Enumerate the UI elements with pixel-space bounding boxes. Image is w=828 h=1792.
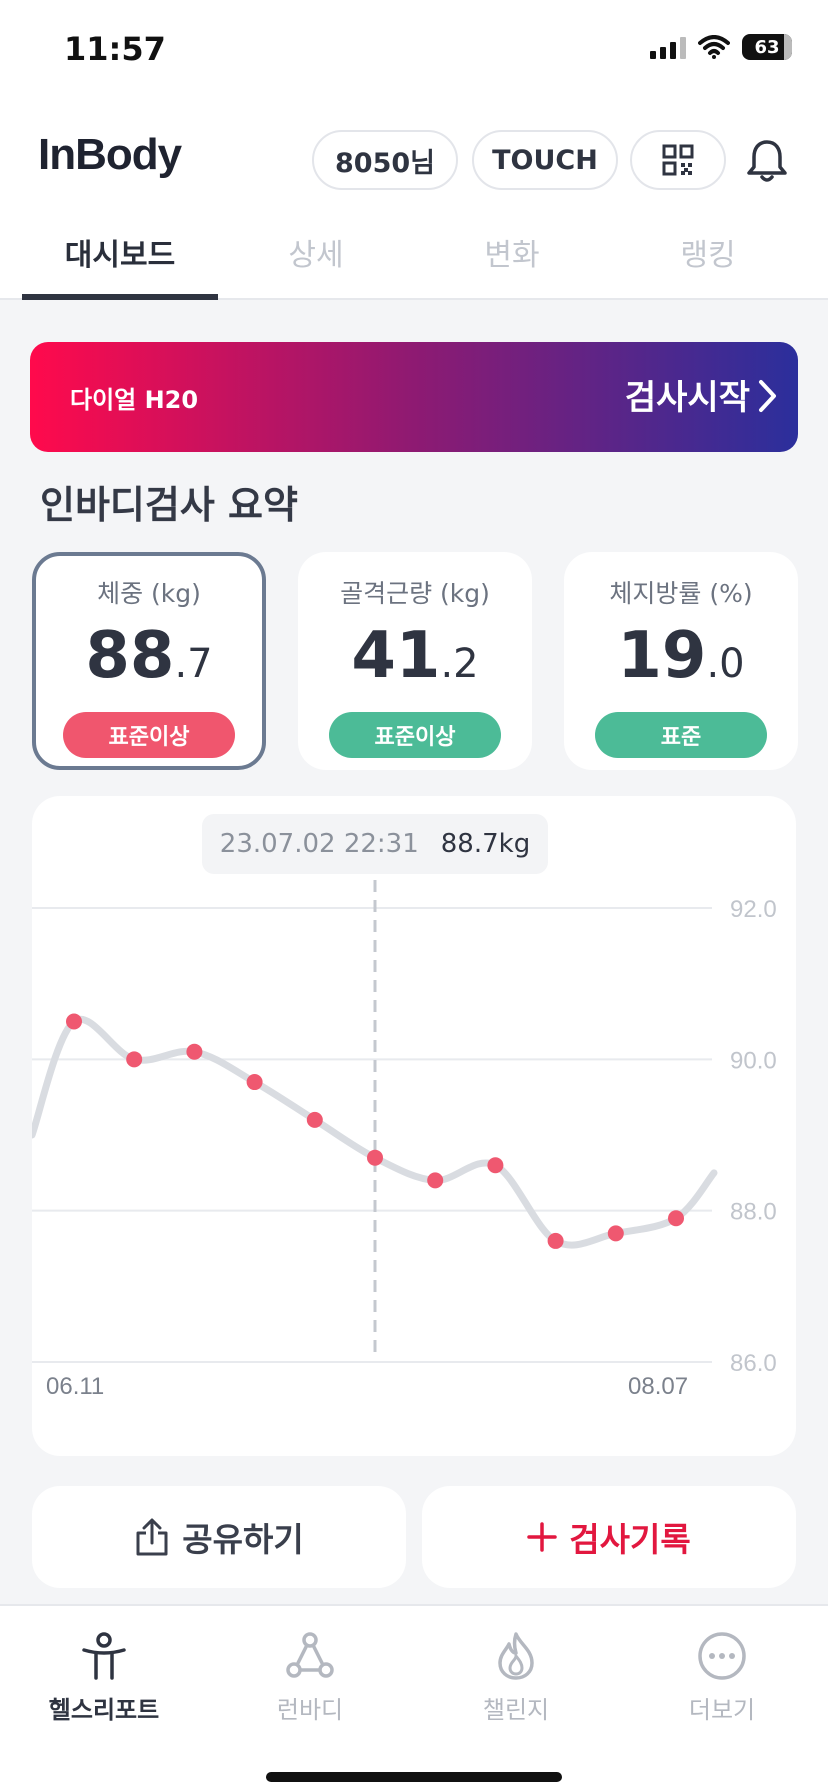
runbody-icon — [286, 1632, 334, 1678]
chart-tooltip: 23.07.02 22:31 88.7kg — [202, 814, 548, 874]
share-icon — [136, 1518, 168, 1556]
status-badge: 표준이상 — [329, 712, 501, 758]
card-value: 19.0 — [617, 619, 745, 693]
status-badge: 표준 — [595, 712, 767, 758]
user-profile-button[interactable]: 8050님 — [312, 130, 458, 190]
more-icon — [698, 1632, 746, 1680]
data-point — [367, 1149, 383, 1166]
card-value: 88.7 — [85, 619, 213, 693]
card-label: 골격근량 (kg) — [340, 579, 490, 608]
y-tick-label: 90.0 — [730, 1047, 777, 1074]
weight-card[interactable]: 체중 (kg) 88.7 표준이상 — [32, 552, 266, 770]
challenge-flame-icon — [498, 1632, 534, 1680]
bell-icon[interactable] — [742, 136, 792, 186]
nav-runbody[interactable]: 런바디 — [220, 1630, 400, 1725]
summary-title: 인바디검사 요약 — [40, 483, 298, 527]
nav-label: 헬스리포트 — [48, 1696, 160, 1724]
qr-button[interactable] — [630, 130, 726, 190]
app-header: InBody 8050님 TOUCH 대시보드 상세 변화 랭킹 — [0, 100, 828, 300]
y-tick-label: 92.0 — [730, 896, 777, 923]
x-tick-label: 06.11 — [46, 1373, 104, 1400]
data-point — [306, 1111, 323, 1128]
nav-health-report[interactable]: 헬스리포트 — [14, 1630, 194, 1725]
chevron-right-icon — [759, 380, 776, 412]
share-button[interactable]: 공유하기 — [32, 1486, 406, 1588]
battery-icon: 63 — [742, 34, 792, 60]
status-icons: 63 — [650, 34, 792, 60]
home-indicator — [266, 1772, 562, 1782]
tab-ranking[interactable]: 랭킹 — [680, 238, 736, 273]
y-tick-label: 88.0 — [730, 1199, 777, 1226]
qr-code-icon — [662, 144, 694, 176]
nav-label: 챌린지 — [482, 1696, 550, 1724]
tooltip-value: 88.7kg — [440, 829, 531, 859]
data-point — [547, 1232, 564, 1249]
nav-label: 런바디 — [276, 1696, 344, 1724]
device-name: 다이얼 H20 — [70, 386, 199, 414]
data-point — [668, 1210, 684, 1227]
tab-detail[interactable]: 상세 — [288, 238, 344, 273]
data-point — [126, 1051, 143, 1068]
share-label: 공유하기 — [182, 1520, 304, 1559]
tab-change[interactable]: 변화 — [484, 238, 540, 273]
weight-chart[interactable]: 92.0 90.0 88.0 86.0 06.11 08.07 — [32, 796, 796, 1456]
start-test-label: 검사시작 — [624, 378, 750, 418]
weight-chart-card[interactable]: 92.0 90.0 88.0 86.0 06.11 08.07 23.07.02 22:3… — [32, 796, 796, 1456]
skeletal-muscle-card[interactable]: 골격근량 (kg) 41.2 표준이상 — [298, 552, 532, 770]
wifi-icon — [698, 35, 730, 59]
health-report-icon — [82, 1632, 126, 1680]
start-test-banner[interactable]: 다이얼 H20 검사시작 — [30, 342, 798, 452]
status-time: 11:57 — [64, 30, 166, 68]
card-value: 41.2 — [351, 619, 479, 693]
data-point — [427, 1172, 444, 1189]
status-bar: 11:57 63 — [0, 0, 828, 100]
card-label: 체지방률 (%) — [609, 579, 753, 608]
test-record-label: 검사기록 — [569, 1520, 691, 1559]
nav-label: 더보기 — [688, 1696, 756, 1724]
tooltip-date: 23.07.02 22:31 — [219, 829, 419, 859]
data-point — [246, 1074, 263, 1091]
tab-bar: 대시보드 상세 변화 랭킹 — [0, 212, 828, 300]
bottom-nav: 헬스리포트 런바디 챌린지 더보기 — [0, 1604, 828, 1792]
status-badge: 표준이상 — [63, 712, 235, 758]
data-point — [66, 1013, 82, 1030]
battery-level: 63 — [754, 36, 780, 58]
touch-button[interactable]: TOUCH — [472, 130, 618, 190]
data-point — [487, 1157, 504, 1174]
tab-dashboard[interactable]: 대시보드 — [22, 212, 218, 300]
card-label: 체중 (kg) — [97, 579, 201, 608]
body-fat-card[interactable]: 체지방률 (%) 19.0 표준 — [564, 552, 798, 770]
inbody-logo: InBody — [38, 130, 182, 179]
nav-challenge[interactable]: 챌린지 — [426, 1630, 606, 1725]
data-point — [607, 1225, 624, 1242]
nav-more[interactable]: 더보기 — [632, 1630, 812, 1725]
y-tick-label: 86.0 — [730, 1350, 777, 1377]
plus-icon — [527, 1522, 558, 1552]
signal-icon — [650, 35, 686, 59]
data-point — [186, 1043, 203, 1060]
x-tick-label: 08.07 — [628, 1373, 688, 1400]
test-record-button[interactable]: 검사기록 — [422, 1486, 796, 1588]
